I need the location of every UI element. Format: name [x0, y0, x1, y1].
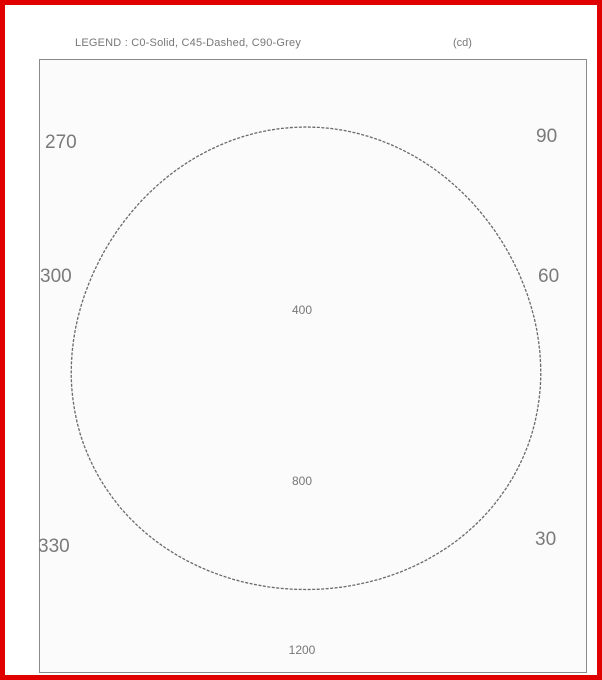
- radial-tick-800: 800: [292, 474, 312, 488]
- unit-label: (cd): [453, 37, 472, 49]
- angle-label-90: 90: [536, 126, 557, 147]
- curve-layer: [70, 126, 542, 591]
- radial-tick-400: 400: [292, 303, 312, 317]
- angle-label-330: 330: [38, 536, 70, 557]
- plot-area: [39, 59, 587, 673]
- angle-label-60: 60: [538, 266, 559, 287]
- radial-tick-1200: 1200: [289, 643, 316, 657]
- angle-label-270: 270: [45, 132, 77, 153]
- angle-label-30: 30: [535, 529, 556, 550]
- series-c0-curve: [70, 126, 542, 591]
- legend-text: LEGEND : C0-Solid, C45-Dashed, C90-Grey: [75, 37, 302, 49]
- angle-label-300: 300: [40, 266, 72, 287]
